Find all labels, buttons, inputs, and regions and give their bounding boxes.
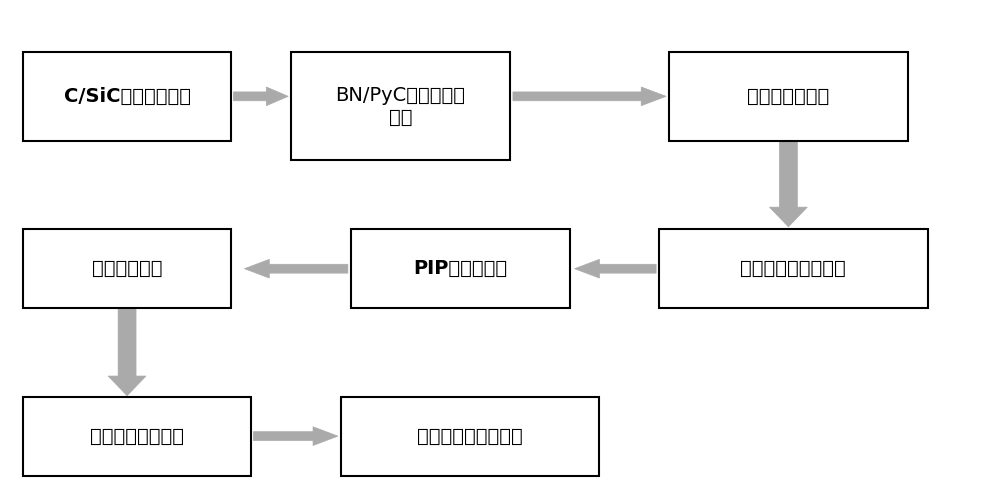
FancyBboxPatch shape <box>291 52 510 160</box>
Polygon shape <box>244 259 348 278</box>
Polygon shape <box>575 259 656 278</box>
Text: C/SiC混杂纤维制备: C/SiC混杂纤维制备 <box>64 87 191 106</box>
Polygon shape <box>769 141 807 227</box>
FancyBboxPatch shape <box>659 229 928 308</box>
Text: 整体涡轮叶盘致密化: 整体涡轮叶盘致密化 <box>417 427 523 446</box>
FancyBboxPatch shape <box>669 52 908 140</box>
Text: 涡轮叶盘预制体编织: 涡轮叶盘预制体编织 <box>740 259 846 278</box>
FancyBboxPatch shape <box>351 229 570 308</box>
Text: 二维单元层编织: 二维单元层编织 <box>747 87 830 106</box>
Text: BN/PyC多界面层的
制备: BN/PyC多界面层的 制备 <box>336 86 466 126</box>
Text: PIP法预致密化: PIP法预致密化 <box>413 259 507 278</box>
FancyBboxPatch shape <box>23 52 231 140</box>
FancyBboxPatch shape <box>341 397 599 476</box>
Polygon shape <box>253 427 338 446</box>
Text: 整体涡轮叶盘加工: 整体涡轮叶盘加工 <box>90 427 184 446</box>
Polygon shape <box>108 309 146 396</box>
FancyBboxPatch shape <box>23 397 251 476</box>
Text: 重复预致密化: 重复预致密化 <box>92 259 162 278</box>
Polygon shape <box>233 87 288 106</box>
Polygon shape <box>513 87 666 106</box>
FancyBboxPatch shape <box>23 229 231 308</box>
